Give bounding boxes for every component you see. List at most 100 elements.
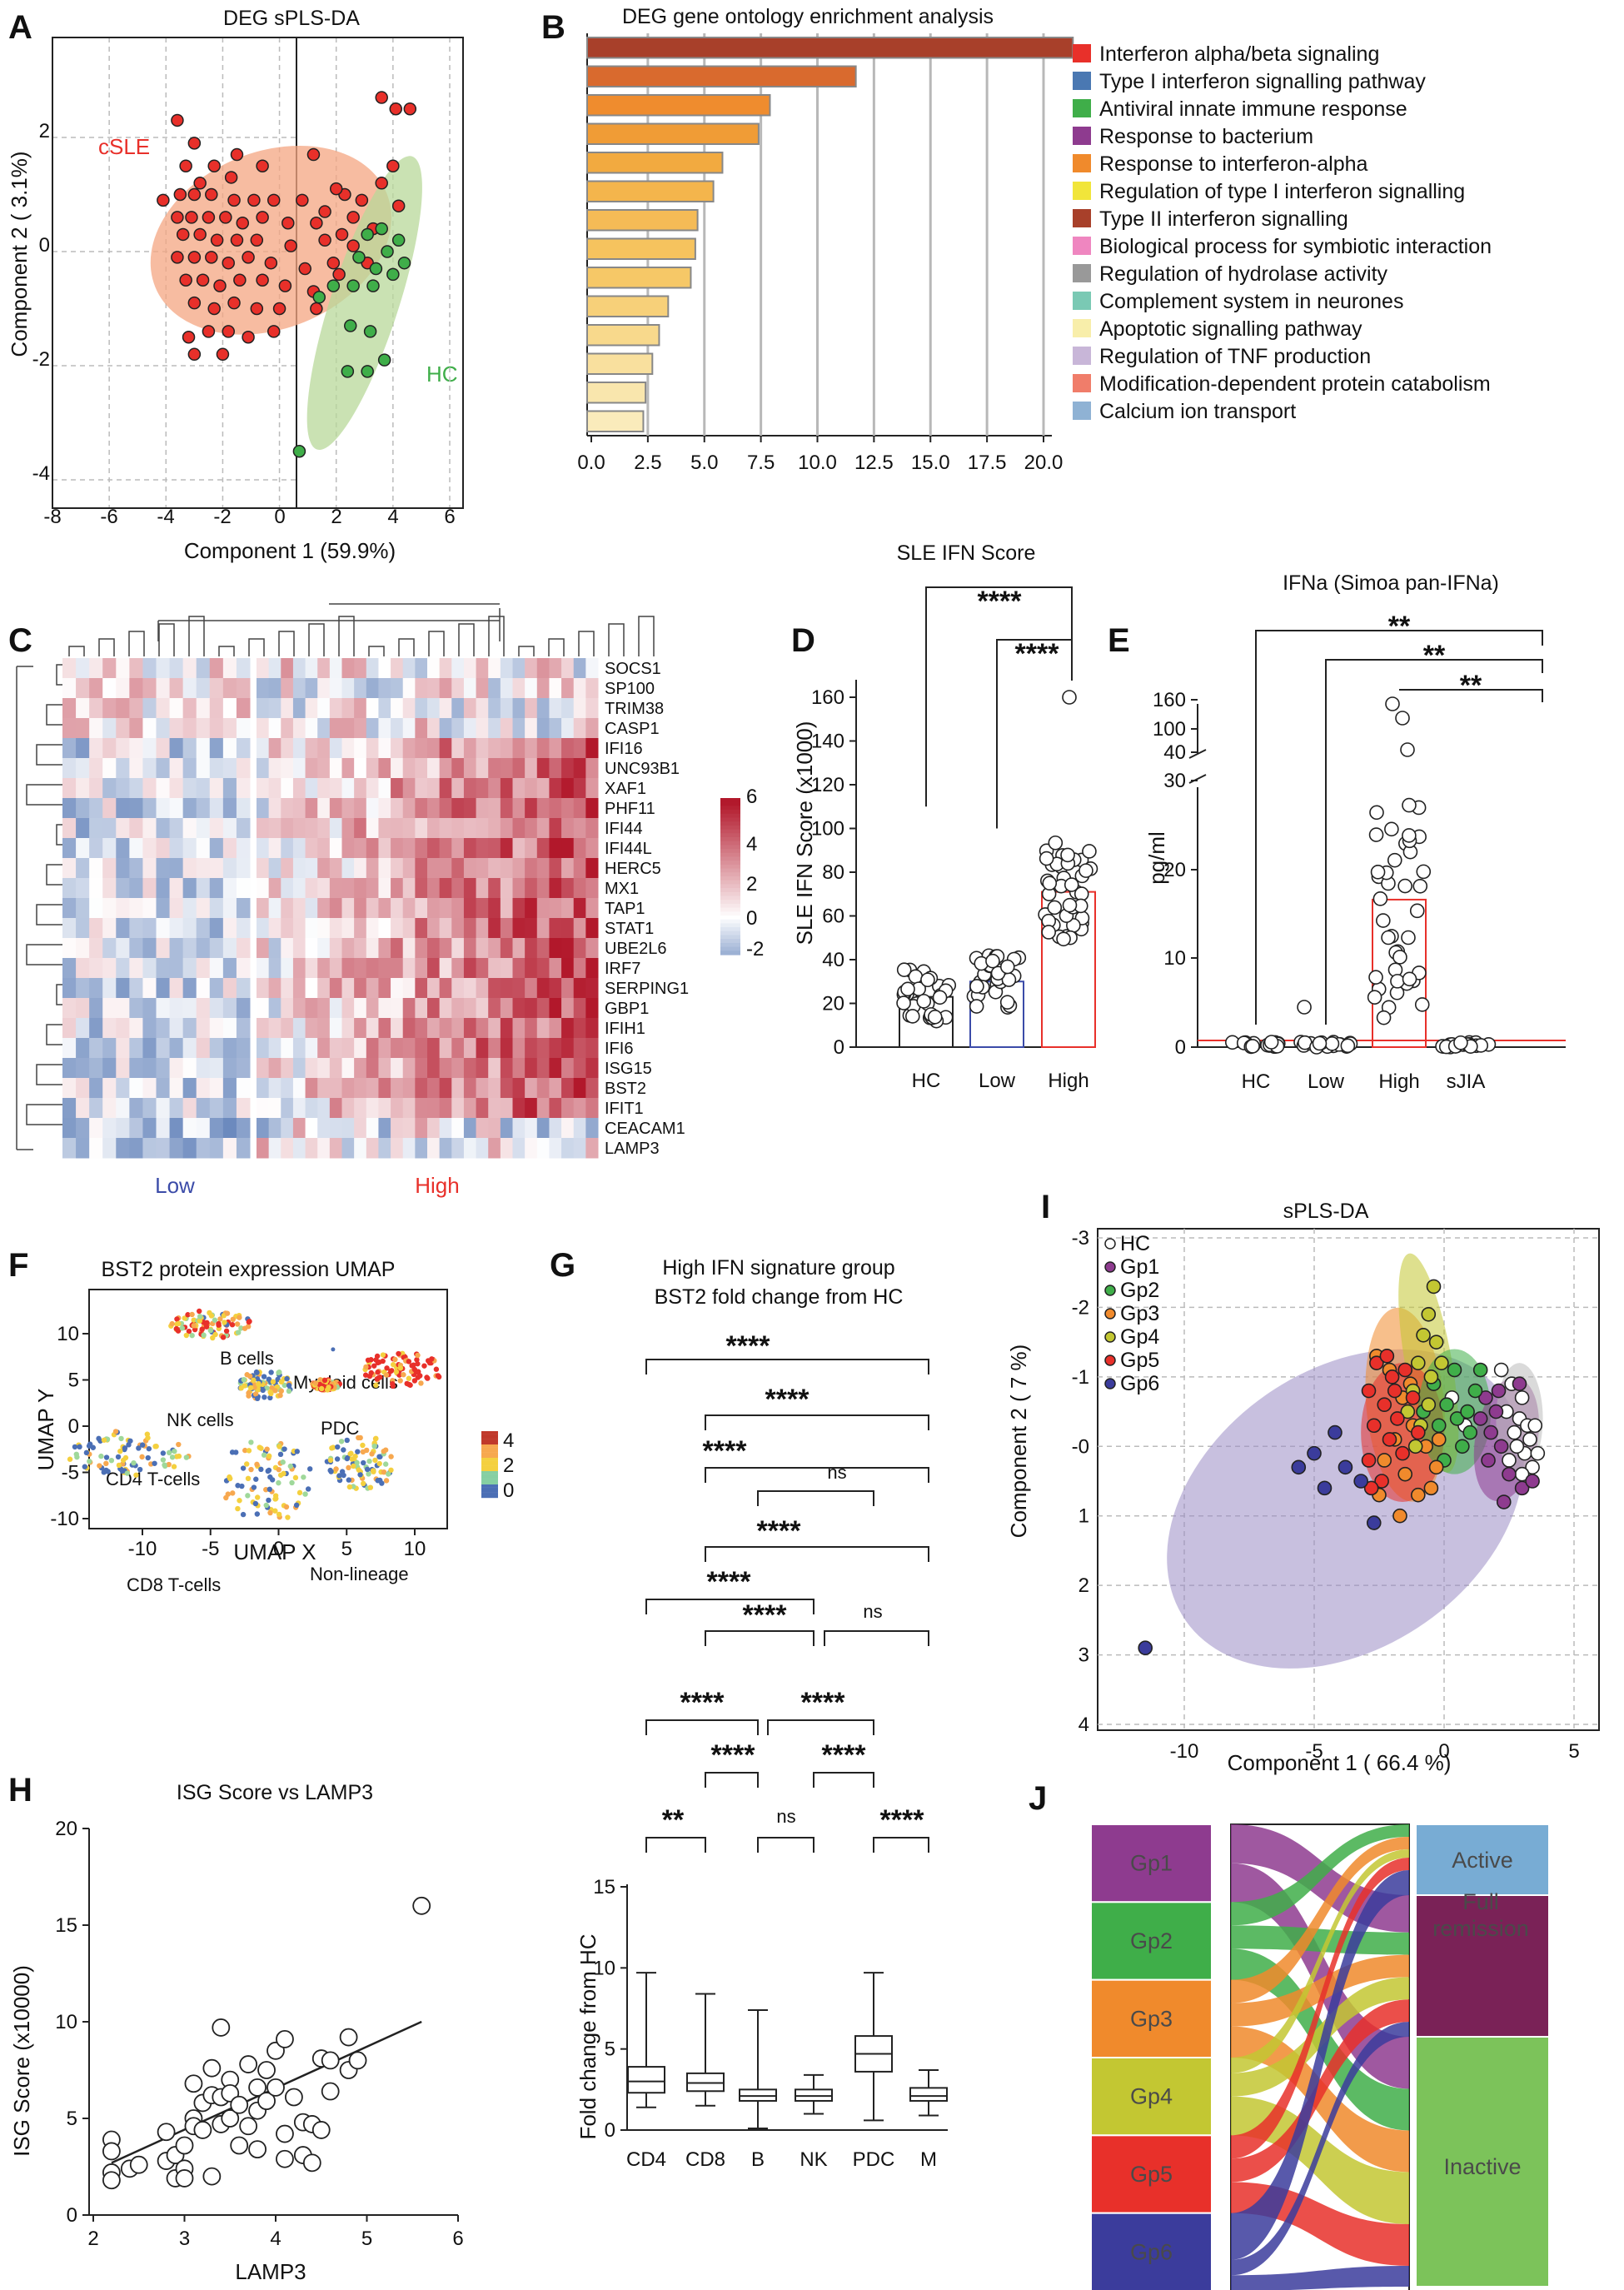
panel-c-cell bbox=[354, 738, 367, 759]
panel-f-cell-point bbox=[415, 1360, 421, 1367]
panel-i-point-Gp6 bbox=[1138, 1640, 1153, 1656]
panel-c-cell bbox=[476, 758, 489, 779]
panel-f-cell-point bbox=[276, 1479, 281, 1486]
panel-f-cell-point bbox=[370, 1468, 376, 1474]
panel-f-cell-point bbox=[388, 1454, 394, 1459]
panel-b-legend-swatch bbox=[1073, 127, 1091, 145]
panel-c-cell bbox=[573, 698, 586, 719]
panel-a-ytick: 2 bbox=[39, 120, 50, 142]
panel-c-cell bbox=[222, 858, 237, 879]
panel-c-cell bbox=[116, 798, 130, 819]
panel-g-sig-label: **** bbox=[703, 1435, 748, 1467]
panel-h-point bbox=[276, 2149, 294, 2168]
panel-i-point-HC bbox=[1507, 1424, 1522, 1440]
panel-c-cell bbox=[427, 998, 441, 1019]
panel-c-cell bbox=[76, 918, 90, 939]
panel-c-cell bbox=[182, 818, 197, 839]
panel-c-cell bbox=[76, 958, 90, 979]
panel-c-cell bbox=[102, 1078, 117, 1099]
panel-c-cell bbox=[236, 898, 251, 919]
panel-c-cell bbox=[317, 718, 331, 739]
panel-c-cell bbox=[366, 838, 379, 859]
panel-c-cell bbox=[102, 778, 117, 799]
panel-c-cell bbox=[525, 718, 538, 739]
panel-f-cell-point bbox=[137, 1466, 143, 1473]
panel-c-cell bbox=[536, 1098, 550, 1119]
panel-f-cell-point bbox=[235, 1505, 241, 1512]
panel-c-cell bbox=[561, 858, 575, 879]
panel-c-cell bbox=[427, 898, 441, 919]
panel-c-cell bbox=[415, 898, 428, 919]
panel-c-gene-label: SOCS1 bbox=[605, 660, 661, 678]
panel-c-cell bbox=[512, 998, 526, 1019]
panel-d-xtick: Low bbox=[979, 1070, 1016, 1092]
panel-f-cell-point bbox=[316, 1381, 323, 1388]
panel-c-cell bbox=[427, 958, 441, 979]
panel-f-cell-point bbox=[160, 1450, 167, 1456]
panel-c-cell bbox=[549, 1038, 562, 1059]
panel-c-cell bbox=[156, 1038, 171, 1059]
panel-j-flow bbox=[1231, 2096, 1409, 2224]
panel-c-cell bbox=[500, 1118, 513, 1139]
panel-f-cell-point bbox=[101, 1469, 107, 1475]
panel-c-row-dendrogram bbox=[56, 664, 62, 686]
panel-c-cell bbox=[156, 918, 171, 939]
panel-c-cell bbox=[415, 978, 428, 999]
panel-c-cell bbox=[391, 758, 404, 779]
panel-h-ytick: 0 bbox=[67, 2204, 77, 2227]
panel-f-colorbar-segment bbox=[481, 1431, 498, 1434]
panel-a-point-cSLE bbox=[242, 251, 255, 264]
panel-c-cell bbox=[281, 678, 294, 699]
panel-c-cell bbox=[391, 1018, 404, 1039]
panel-c-cell bbox=[427, 858, 441, 879]
panel-c-cell bbox=[292, 978, 306, 999]
panel-j-left-label: Gp5 bbox=[1130, 2162, 1173, 2187]
panel-c-cell bbox=[209, 718, 224, 739]
panel-c-cell bbox=[512, 858, 526, 879]
panel-c-cell bbox=[281, 958, 294, 979]
panel-c-cell bbox=[415, 878, 428, 899]
panel-c-cell bbox=[305, 1078, 318, 1099]
panel-d-point bbox=[1042, 876, 1058, 891]
panel-c-cell bbox=[281, 758, 294, 779]
panel-e-point bbox=[1370, 865, 1386, 880]
panel-c-cell bbox=[341, 1058, 355, 1079]
panel-a-point-cSLE bbox=[329, 182, 343, 196]
panel-a-plot: DEG sPLS-DA Component 1 (59.9%) Componen… bbox=[7, 7, 464, 563]
panel-h-point bbox=[248, 2078, 267, 2097]
panel-f-cell-point bbox=[237, 1498, 242, 1504]
panel-f-cell-point bbox=[360, 1480, 366, 1487]
panel-f-cell-point bbox=[264, 1385, 270, 1391]
panel-c-cell bbox=[281, 698, 294, 719]
panel-c-cell bbox=[525, 678, 538, 699]
panel-c-cell bbox=[196, 818, 211, 839]
panel-j-flow bbox=[1231, 1999, 1409, 2183]
panel-c-cell bbox=[156, 858, 171, 879]
panel-c-cell bbox=[142, 718, 157, 739]
panel-c-cell bbox=[62, 1018, 77, 1039]
panel-f-cluster-label: NK cells bbox=[167, 1409, 234, 1430]
panel-c-cell bbox=[116, 998, 130, 1019]
panel-i-ytick: -0 bbox=[1072, 1435, 1089, 1458]
panel-c-cell bbox=[292, 998, 306, 1019]
panel-i-plot: sPLS-DA Component 1 ( 66.4 %) Component … bbox=[1006, 1200, 1600, 1775]
panel-f-cell-point bbox=[281, 1446, 287, 1452]
panel-c-cell bbox=[89, 778, 103, 799]
panel-c-cell bbox=[549, 758, 562, 779]
panel-c-cell bbox=[142, 1078, 157, 1099]
panel-c-cell bbox=[156, 1058, 171, 1079]
panel-c-cell bbox=[463, 998, 477, 1019]
panel-c-cell bbox=[236, 658, 251, 679]
panel-i-point-Gp2 bbox=[1447, 1362, 1462, 1378]
panel-c-cell bbox=[116, 858, 130, 879]
panel-c-cell bbox=[196, 1018, 211, 1039]
panel-c-cell bbox=[415, 938, 428, 959]
panel-letter-j: J bbox=[1029, 1780, 1047, 1817]
panel-f-cell-point bbox=[401, 1372, 406, 1378]
panel-c-cell bbox=[268, 738, 281, 759]
panel-c-cell bbox=[488, 1058, 501, 1079]
panel-c-cell bbox=[378, 738, 391, 759]
panel-a-point-cSLE bbox=[171, 211, 184, 224]
panel-f-colorbar-segment bbox=[481, 1494, 498, 1499]
panel-c-cell bbox=[305, 878, 318, 899]
